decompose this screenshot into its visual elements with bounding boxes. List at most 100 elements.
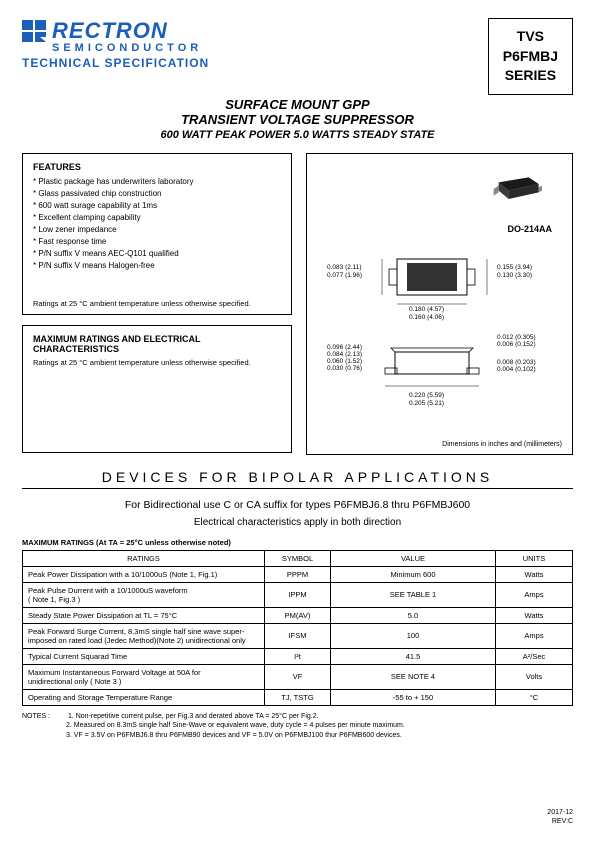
features-list: * Plastic package has underwriters labor… <box>33 176 281 272</box>
title-l1: SURFACE MOUNT GPP <box>22 97 573 112</box>
series-l1: TVS <box>503 27 558 47</box>
table-title: MAXIMUM RATINGS (At TA = 25°C unless oth… <box>22 538 573 547</box>
series-box: TVS P6FMBJ SERIES <box>488 18 573 95</box>
cell-rating: Peak Power Dissipation with a 10/1000uS … <box>23 566 265 582</box>
cell-symbol: TJ, TSTG <box>265 689 331 705</box>
cell-symbol: IPPM <box>265 582 331 607</box>
cell-value: 5.0 <box>331 607 496 623</box>
cell-value: Minimum 600 <box>331 566 496 582</box>
cell-value: 100 <box>331 623 496 648</box>
right-column: DO-214AA 0.083 (2.11) 0.077 (1.96) 0.155… <box>306 153 573 455</box>
cell-value: SEE TABLE 1 <box>331 582 496 607</box>
header: RECTRON SEMICONDUCTOR TECHNICAL SPECIFIC… <box>22 18 573 95</box>
package-outline-icon: 0.083 (2.11) 0.077 (1.96) 0.155 (3.94) 0… <box>327 249 552 429</box>
cell-symbol: PM(AV) <box>265 607 331 623</box>
title-l3: 600 WATT PEAK POWER 5.0 WATTS STEADY STA… <box>22 129 573 141</box>
feature-item: * Plastic package has underwriters labor… <box>33 176 281 188</box>
cell-units: A²/Sec <box>496 648 573 664</box>
tech-spec: TECHNICAL SPECIFICATION <box>22 56 209 70</box>
dim-text: 0.006 (0.152) <box>497 341 536 348</box>
table-row: Maximum Instantaneous Forward Voltage at… <box>23 664 573 689</box>
ratings-table: RATINGS SYMBOL VALUE UNITS Peak Power Di… <box>22 550 573 706</box>
table-row: Operating and Storage Temperature RangeT… <box>23 689 573 705</box>
dim-text: 0.096 (2.44) <box>327 344 362 351</box>
dim-text: 0.030 (0.76) <box>327 365 362 372</box>
th-symbol: SYMBOL <box>265 550 331 566</box>
feature-item: * Low zener impedance <box>33 224 281 236</box>
electrical-note: Electrical characteristics apply in both… <box>22 517 573 528</box>
dim-text: 0.012 (0.305) <box>497 334 536 341</box>
dim-text: 0.160 (4.06) <box>409 314 444 321</box>
cell-symbol: PPPM <box>265 566 331 582</box>
cell-units: Watts <box>496 566 573 582</box>
notes-block: NOTES : 1. Non-repetitive current pulse,… <box>22 712 573 740</box>
feature-item: * Excellent clamping capability <box>33 212 281 224</box>
logo-name: RECTRON <box>52 18 168 44</box>
table-row: Peak Forward Surge Current, 8.3mS single… <box>23 623 573 648</box>
cell-units: Watts <box>496 607 573 623</box>
cell-rating: Steady State Power Dissipation at TL = 7… <box>23 607 265 623</box>
feature-item: * 600 watt surage capability at 1ms <box>33 200 281 212</box>
table-row: Peak Pulse Durrent with a 10/1000uS wave… <box>23 582 573 607</box>
package-label: DO-214AA <box>507 224 552 234</box>
notes-label: NOTES : <box>22 712 66 721</box>
dim-text: 0.130 (3.30) <box>497 272 532 279</box>
cell-rating: Peak Forward Surge Current, 8.3mS single… <box>23 623 265 648</box>
maxratings-note: Ratings at 25 °C ambient temperature unl… <box>33 358 281 367</box>
feature-item: * Fast response time <box>33 236 281 248</box>
maxratings-box: MAXIMUM RATINGS AND ELECTRICAL CHARACTER… <box>22 325 292 453</box>
cell-symbol: IFSM <box>265 623 331 648</box>
logo-block: RECTRON SEMICONDUCTOR TECHNICAL SPECIFIC… <box>22 18 209 70</box>
note-item: 2. Measured on 8.3mS single half Sine-Wa… <box>66 722 405 729</box>
package-3d-icon <box>492 174 542 204</box>
dim-text: 0.084 (2.13) <box>327 351 362 358</box>
cell-value: -55 to + 150 <box>331 689 496 705</box>
dim-text: 0.004 (0.102) <box>497 366 536 373</box>
dim-text: 0.083 (2.11) <box>327 264 362 271</box>
features-title: FEATURES <box>33 162 281 172</box>
footer-date: 2017-12 <box>547 809 573 817</box>
cell-rating: Operating and Storage Temperature Range <box>23 689 265 705</box>
cell-rating: Maximum Instantaneous Forward Voltage at… <box>23 664 265 689</box>
table-row: Typical Current Squarad TimeI²t41.5A²/Se… <box>23 648 573 664</box>
cell-value: SEE NOTE 4 <box>331 664 496 689</box>
logo-line: RECTRON <box>22 18 209 44</box>
dim-text: 0.180 (4.57) <box>409 306 444 313</box>
cell-value: 41.5 <box>331 648 496 664</box>
bidirectional-note: For Bidirectional use C or CA suffix for… <box>22 499 573 511</box>
title-l2: TRANSIENT VOLTAGE SUPPRESSOR <box>22 112 573 127</box>
feature-item: * P/N suffix V means Halogen-free <box>33 260 281 272</box>
logo-icon <box>22 20 48 42</box>
table-header-row: RATINGS SYMBOL VALUE UNITS <box>23 550 573 566</box>
mid-content: FEATURES * Plastic package has underwrit… <box>22 153 573 455</box>
th-value: VALUE <box>331 550 496 566</box>
dim-text: 0.060 (1.52) <box>327 358 362 365</box>
dimensions-note: Dimensions in inches and (millimeters) <box>442 441 562 448</box>
dim-text: 0.220 (5.59) <box>409 392 444 399</box>
logo-sub: SEMICONDUCTOR <box>52 42 209 54</box>
features-box: FEATURES * Plastic package has underwrit… <box>22 153 292 315</box>
feature-item: * P/N suffix V means AEC-Q101 qualified <box>33 248 281 260</box>
cell-rating: Typical Current Squarad Time <box>23 648 265 664</box>
section-title: DEVICES FOR BIPOLAR APPLICATIONS <box>22 469 573 489</box>
feature-item: * Glass passivated chip construction <box>33 188 281 200</box>
dim-text: 0.077 (1.96) <box>327 272 362 279</box>
cell-units: Amps <box>496 623 573 648</box>
series-l3: SERIES <box>503 66 558 86</box>
left-column: FEATURES * Plastic package has underwrit… <box>22 153 292 455</box>
maxratings-title: MAXIMUM RATINGS AND ELECTRICAL CHARACTER… <box>33 334 281 354</box>
cell-units: °C <box>496 689 573 705</box>
series-l2: P6FMBJ <box>503 47 558 67</box>
package-diagram: DO-214AA 0.083 (2.11) 0.077 (1.96) 0.155… <box>306 153 573 455</box>
note-item: 3. VF = 3.5V on P6FMBJ6.8 thru P6FMB90 d… <box>66 732 402 739</box>
th-ratings: RATINGS <box>23 550 265 566</box>
footer-rev: REV:C <box>547 818 573 826</box>
table-row: Steady State Power Dissipation at TL = 7… <box>23 607 573 623</box>
cell-symbol: VF <box>265 664 331 689</box>
cell-units: Volts <box>496 664 573 689</box>
cell-symbol: I²t <box>265 648 331 664</box>
dim-text: 0.008 (0.203) <box>497 359 536 366</box>
features-note: Ratings at 25 °C ambient temperature unl… <box>33 299 251 308</box>
cell-units: Amps <box>496 582 573 607</box>
note-item: 1. Non-repetitive current pulse, per Fig… <box>68 713 319 720</box>
